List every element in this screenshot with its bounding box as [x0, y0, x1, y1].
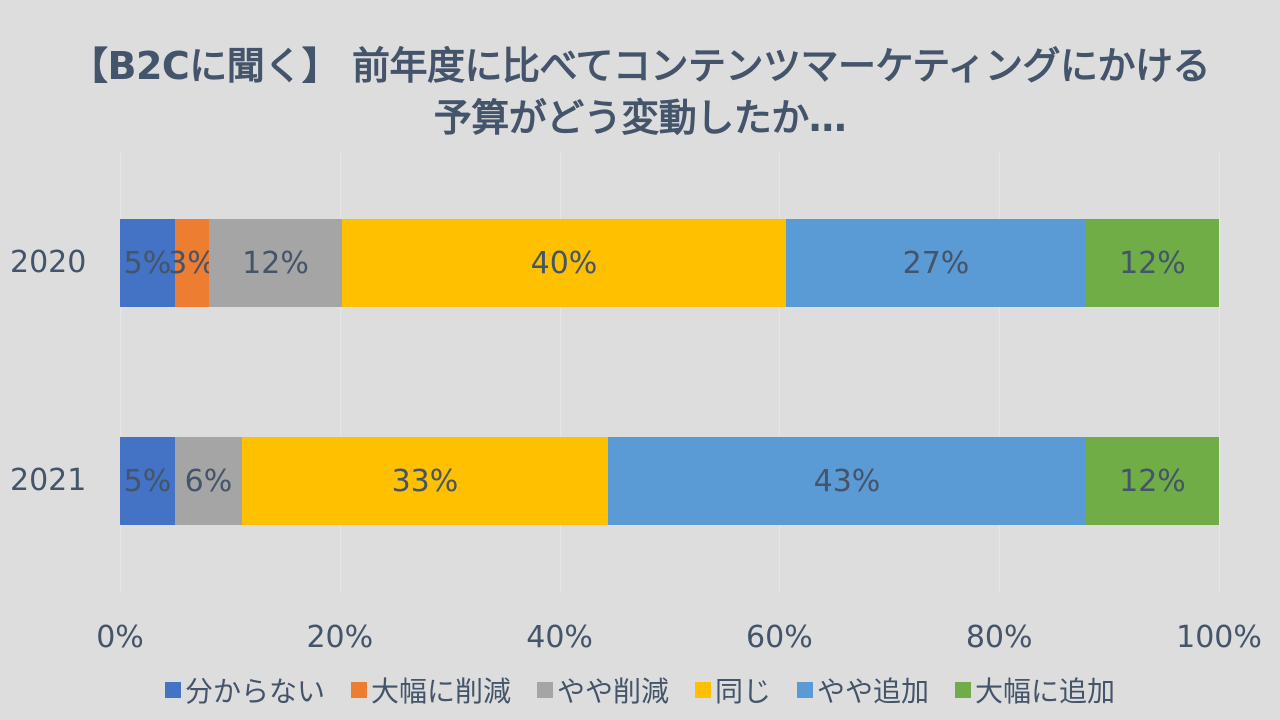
gridline	[559, 152, 561, 592]
bar-segment: 5%	[120, 219, 175, 307]
legend-label: 大幅に削減	[370, 675, 511, 708]
chart-title-line2: 予算がどう変動したか…	[433, 96, 847, 140]
legend-item: 大幅に削減	[350, 670, 511, 710]
legend-label: やや削減	[556, 675, 669, 708]
x-tick-label: 20%	[306, 620, 374, 655]
legend-item: やや削減	[536, 670, 669, 710]
y-category-label: 2021	[10, 463, 87, 498]
legend-swatch-icon	[695, 682, 711, 698]
gridline	[1219, 152, 1220, 592]
bar-segment: 12%	[209, 219, 342, 307]
bar-2021: 5% 6% 33% 43% 12%	[120, 437, 1219, 525]
x-tick-label: 0%	[96, 620, 144, 655]
x-tick-label: 40%	[526, 620, 593, 655]
legend-item: 大幅に追加	[955, 670, 1115, 710]
legend-swatch-icon	[955, 682, 972, 698]
bar-segment: 5%	[120, 437, 175, 525]
legend: 分からない 大幅に削減 やや削減 同じ やや追加 大幅に追加	[0, 670, 1280, 710]
bar-segment: 40%	[341, 219, 786, 307]
gridline	[339, 152, 341, 592]
x-tick-label: 80%	[965, 620, 1033, 655]
bar-segment: 6%	[174, 437, 242, 525]
chart-title: 【B2Cに聞く】 前年度に比べてコンテンツマーケティングにかける 予算がどう変動…	[0, 40, 1280, 144]
bar-segment: 3%	[168, 219, 216, 307]
bar-segment: 43%	[607, 437, 1086, 525]
legend-item: 同じ	[695, 670, 771, 710]
gridline	[120, 152, 121, 592]
x-tick-label: 100%	[1176, 620, 1262, 655]
plot-area: 5% 3% 12% 40% 27% 12% 5% 6% 33% 43% 12%	[120, 152, 1220, 592]
x-tick-label: 60%	[746, 620, 813, 655]
legend-swatch-icon	[797, 682, 814, 698]
chart-title-line1: 【B2Cに聞く】 前年度に比べてコンテンツマーケティングにかける	[70, 44, 1210, 88]
gridline	[999, 152, 1001, 592]
legend-swatch-icon	[350, 682, 367, 698]
legend-label: やや追加	[817, 675, 930, 708]
legend-label: 大幅に追加	[975, 675, 1116, 708]
bar-segment: 27%	[785, 219, 1086, 307]
bar-segment: 12%	[1085, 437, 1219, 525]
gridline	[779, 152, 781, 592]
y-category-label: 2020	[10, 245, 87, 280]
legend-item: やや追加	[797, 670, 929, 710]
legend-label: 同じ	[715, 675, 772, 708]
legend-swatch-icon	[536, 682, 553, 698]
bar-2020: 5% 3% 12% 40% 27% 12%	[120, 219, 1219, 307]
legend-item: 分からない	[164, 670, 325, 710]
bar-segment: 12%	[1085, 219, 1219, 307]
legend-label: 分からない	[184, 675, 325, 708]
bar-segment: 33%	[241, 437, 608, 525]
legend-swatch-icon	[164, 682, 181, 698]
